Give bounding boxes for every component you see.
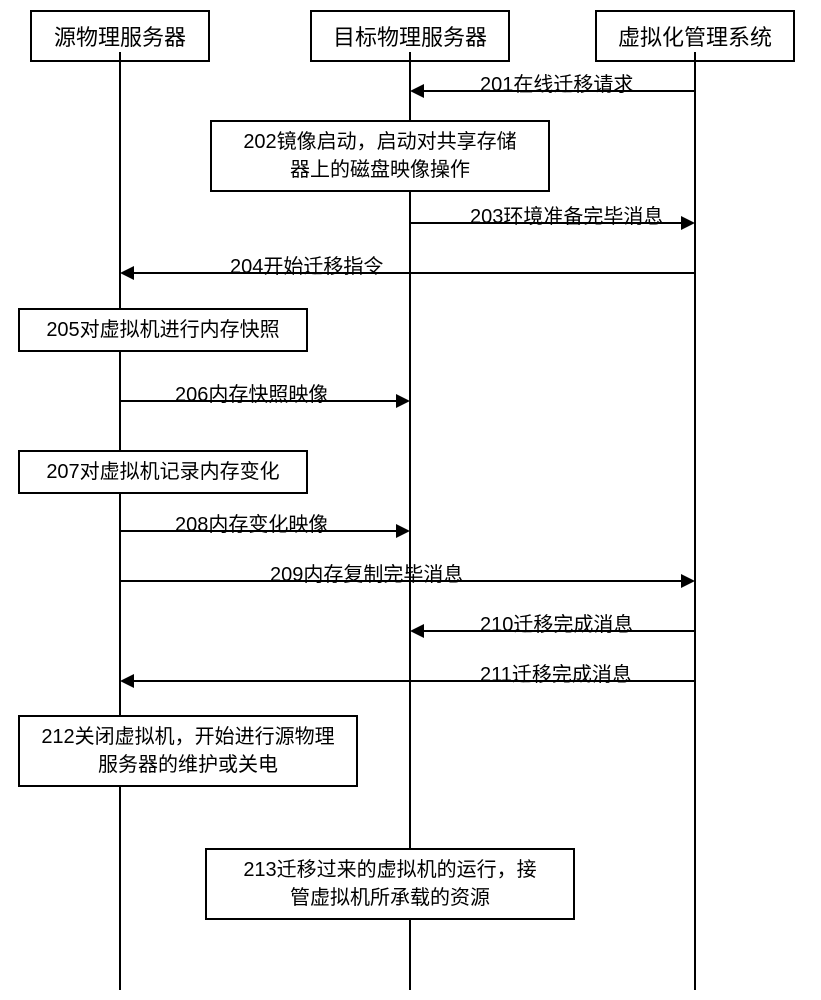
box-202-line1: 202镜像启动，启动对共享存储 [243, 131, 516, 153]
participant-vms-label: 虚拟化管理系统 [618, 25, 772, 50]
participant-target-label: 目标物理服务器 [333, 25, 487, 50]
msg-209-line [120, 580, 681, 582]
msg-208-arrow [396, 524, 410, 538]
msg-206-arrow [396, 394, 410, 408]
msg-210-line [424, 630, 695, 632]
msg-203-label: 203环境准备完毕消息 [470, 200, 663, 229]
msg-204-line [134, 272, 695, 274]
box-213: 213迁移过来的虚拟机的运行，接 管虚拟机所承载的资源 [205, 848, 575, 920]
msg-201-line [424, 90, 695, 92]
msg-209-arrow [681, 574, 695, 588]
msg-201-arrow [410, 84, 424, 98]
msg-209-label: 209内存复制完毕消息 [270, 558, 463, 587]
msg-203-line [410, 222, 681, 224]
msg-208-line [120, 530, 396, 532]
msg-206-line [120, 400, 396, 402]
msg-204-label: 204开始迁移指令 [230, 250, 383, 279]
msg-204-arrow [120, 266, 134, 280]
msg-210-label: 210迁移完成消息 [480, 608, 633, 637]
msg-211-label: 211迁移完成消息 [480, 658, 632, 687]
msg-203-arrow [681, 216, 695, 230]
box-207-line1: 207对虚拟机记录内存变化 [46, 461, 279, 483]
lifeline-source [119, 52, 121, 990]
box-212: 212关闭虚拟机，开始进行源物理 服务器的维护或关电 [18, 715, 358, 787]
box-213-line2: 管虚拟机所承载的资源 [290, 887, 490, 909]
box-212-line2: 服务器的维护或关电 [98, 754, 278, 776]
box-205: 205对虚拟机进行内存快照 [18, 308, 308, 352]
msg-206-label: 206内存快照映像 [175, 378, 328, 407]
box-207: 207对虚拟机记录内存变化 [18, 450, 308, 494]
participant-source-label: 源物理服务器 [54, 25, 186, 50]
box-202: 202镜像启动，启动对共享存储 器上的磁盘映像操作 [210, 120, 550, 192]
box-205-line1: 205对虚拟机进行内存快照 [46, 319, 279, 341]
lifeline-vms [694, 52, 696, 990]
msg-210-arrow [410, 624, 424, 638]
box-212-line1: 212关闭虚拟机，开始进行源物理 [41, 726, 334, 748]
msg-211-line [134, 680, 695, 682]
box-202-line2: 器上的磁盘映像操作 [290, 159, 470, 181]
msg-208-label: 208内存变化映像 [175, 508, 328, 537]
msg-201-label: 201在线迁移请求 [480, 68, 633, 97]
box-213-line1: 213迁移过来的虚拟机的运行，接 [243, 859, 536, 881]
msg-211-arrow [120, 674, 134, 688]
